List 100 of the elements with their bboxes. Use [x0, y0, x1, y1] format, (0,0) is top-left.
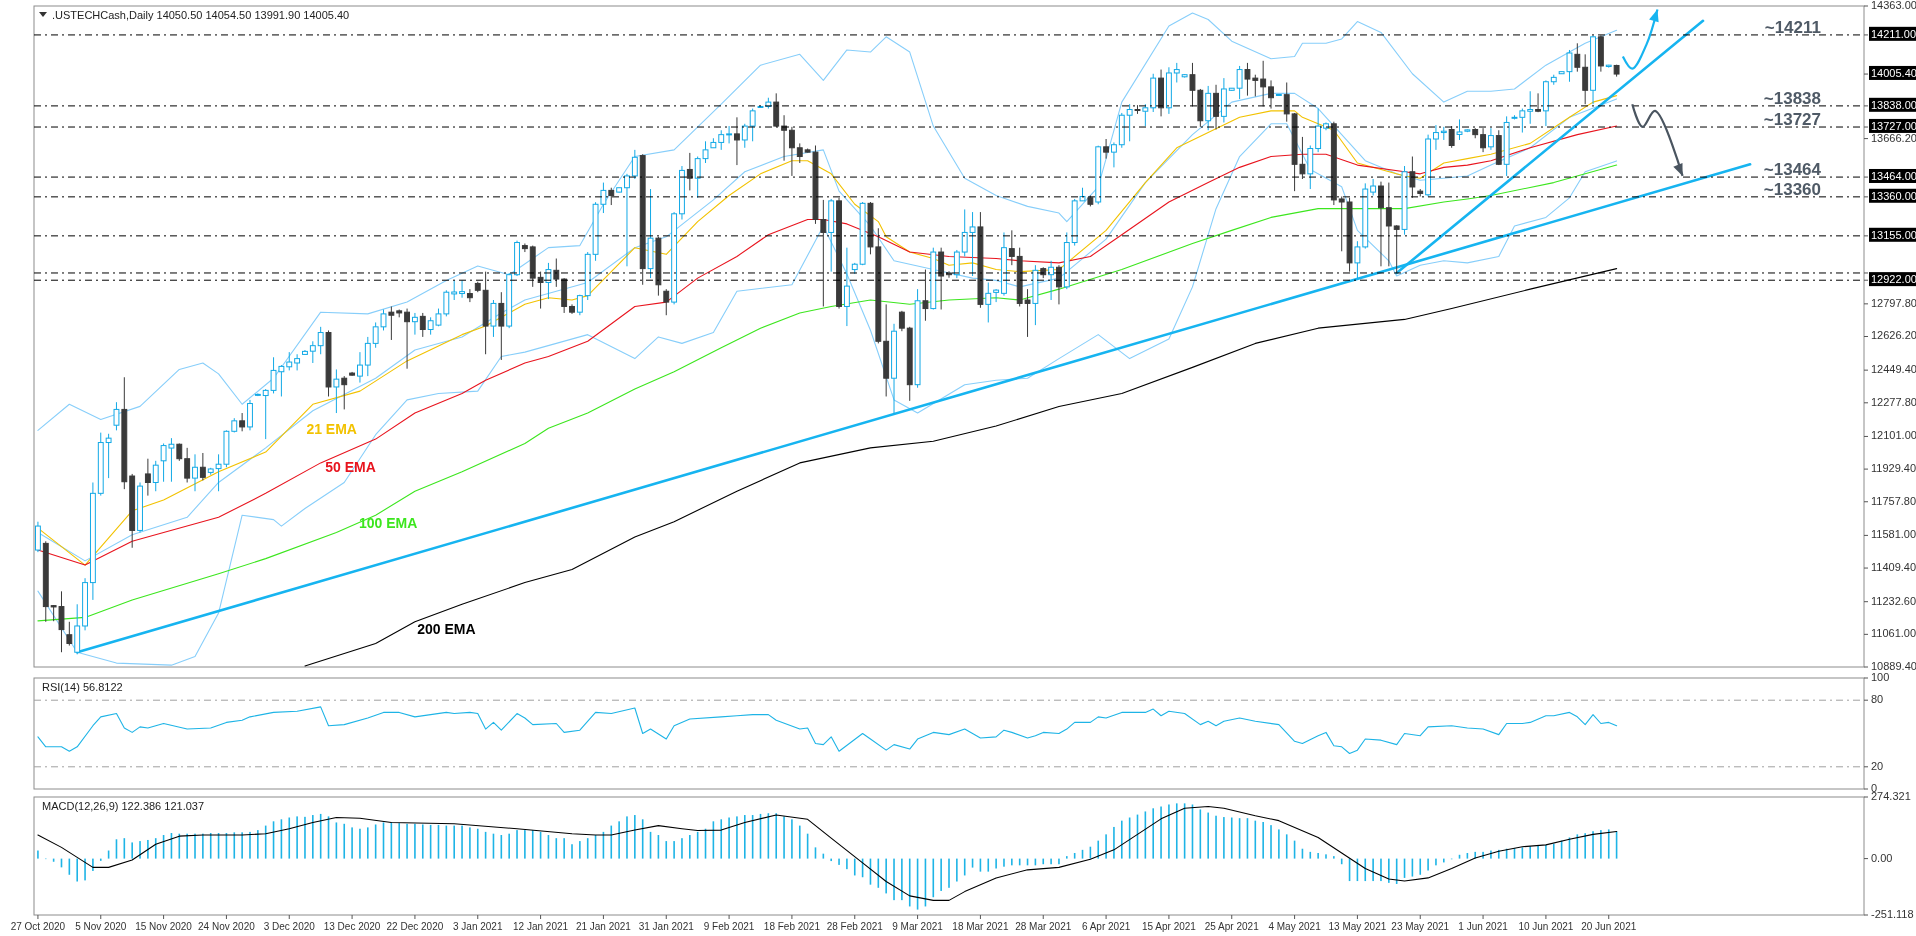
y-tick-label: 0.00 — [1871, 851, 1893, 864]
y-tick-label: 13838.00 — [1871, 98, 1916, 111]
candlestick — [788, 126, 795, 177]
candlestick — [1480, 127, 1487, 153]
candlestick — [317, 326, 324, 355]
candlestick — [1268, 79, 1274, 110]
candlestick — [796, 142, 803, 164]
candlestick — [898, 310, 905, 332]
candlestick — [1582, 53, 1589, 105]
y-tick-label: 12797.80 — [1871, 296, 1916, 309]
candlestick — [1393, 224, 1400, 274]
candlestick — [309, 340, 316, 364]
candlestick — [144, 458, 151, 497]
line-series — [37, 123, 1618, 666]
y-tick-label: 10889.40 — [1871, 659, 1916, 672]
x-tick-label: 23 May 2021 — [1391, 921, 1450, 932]
y-tick-label: 20 — [1871, 759, 1884, 772]
candlestick — [749, 108, 756, 142]
candlestick — [498, 291, 505, 361]
line-series — [37, 706, 1618, 755]
x-tick-label: 10 Jun 2021 — [1518, 921, 1574, 932]
candlestick — [1370, 178, 1377, 197]
candlestick — [553, 258, 560, 288]
x-tick-label: 15 Nov 2020 — [135, 921, 193, 932]
y-tick-label: 14363.00 — [1871, 0, 1916, 11]
candlestick — [726, 125, 733, 144]
x-tick-label: 18 Feb 2021 — [763, 921, 821, 932]
candlestick — [286, 351, 293, 371]
candlestick — [1048, 260, 1055, 301]
candlestick — [537, 271, 544, 310]
candlestick — [294, 353, 301, 371]
chart-title: MACD(12,26,9) 122.386 121.037 — [42, 800, 205, 812]
x-tick-label: 13 Dec 2020 — [323, 921, 381, 932]
candlestick — [1103, 138, 1110, 160]
candlestick — [113, 401, 120, 431]
ref-line-label: ~13727 — [1763, 110, 1821, 130]
candlestick — [459, 279, 465, 299]
y-tick-label: 11409.40 — [1871, 560, 1916, 573]
candlestick — [1260, 60, 1267, 107]
candlestick — [1488, 127, 1494, 151]
candlestick — [1142, 103, 1149, 127]
y-tick-label: 11757.80 — [1871, 494, 1916, 507]
x-tick-label: 18 Mar 2021 — [952, 921, 1009, 932]
y-tick-label: 11232.60 — [1871, 594, 1916, 607]
series-label: 100 EMA — [359, 515, 418, 532]
candlestick — [34, 521, 41, 553]
candlestick — [1385, 182, 1392, 267]
y-tick-label: 13666.20 — [1871, 131, 1916, 144]
x-tick-label: 13 May 2021 — [1328, 921, 1387, 932]
y-tick-label: 100 — [1871, 670, 1890, 683]
y-tick-label: 12277.80 — [1871, 395, 1916, 408]
y-tick-label: 11929.40 — [1871, 462, 1916, 474]
candlestick — [184, 447, 191, 483]
x-tick-label: 3 Jan 2021 — [453, 921, 503, 932]
chart-title: .USTECHCash,Daily 14050.50 14054.50 13991.90 14005.40 — [52, 9, 350, 21]
x-tick-label: 22 Dec 2020 — [386, 921, 444, 932]
candlestick — [938, 247, 945, 311]
y-tick-label: 12922.00 — [1871, 273, 1916, 286]
candlestick — [1574, 42, 1581, 73]
candlestick — [521, 242, 528, 253]
y-tick-label: 13155.00 — [1871, 228, 1916, 241]
candlestick — [239, 412, 246, 432]
x-tick-label: 15 Apr 2021 — [1141, 921, 1197, 932]
line-series — [37, 164, 1618, 622]
ref-line-label: ~13360 — [1763, 179, 1821, 199]
series-label: 21 EMA — [306, 420, 357, 437]
candlestick — [624, 173, 630, 267]
series-label: 50 EMA — [325, 458, 376, 475]
candlestick — [773, 92, 780, 128]
x-tick-label: 20 Jun 2021 — [1581, 921, 1637, 932]
candlestick — [388, 305, 395, 341]
series-label: 200 EMA — [417, 620, 476, 637]
x-tick-label: 9 Feb 2021 — [703, 921, 755, 932]
x-tick-label: 21 Jan 2021 — [575, 921, 632, 932]
x-tick-label: 5 Nov 2020 — [75, 921, 127, 932]
x-tick-label: 12 Jan 2021 — [513, 921, 569, 932]
candlestick — [451, 279, 458, 301]
candlestick — [718, 129, 725, 151]
candlestick — [1433, 124, 1439, 151]
ref-line-label: ~14211 — [1764, 17, 1821, 37]
candlestick — [1527, 90, 1534, 125]
y-tick-label: 13360.00 — [1871, 189, 1916, 202]
candlestick — [1448, 125, 1455, 149]
y-tick-label: 13727.00 — [1871, 119, 1916, 132]
candlestick — [66, 621, 73, 647]
candlestick — [1236, 65, 1243, 100]
y-tick-label: 11061.00 — [1871, 627, 1916, 640]
y-tick-label: 14211.00 — [1871, 27, 1916, 40]
candlestick — [152, 460, 159, 492]
x-tick-label: 24 Nov 2020 — [198, 921, 256, 932]
candlestick — [1409, 156, 1416, 199]
ref-line-label: ~13838 — [1763, 88, 1821, 108]
candlestick — [631, 149, 638, 180]
candlestick — [333, 368, 340, 414]
candlestick — [922, 269, 929, 322]
candlestick — [1173, 62, 1180, 83]
y-tick-label: 12101.00 — [1871, 429, 1916, 442]
candlestick — [1008, 229, 1015, 266]
candlestick — [199, 452, 206, 481]
candlestick — [1315, 108, 1322, 153]
